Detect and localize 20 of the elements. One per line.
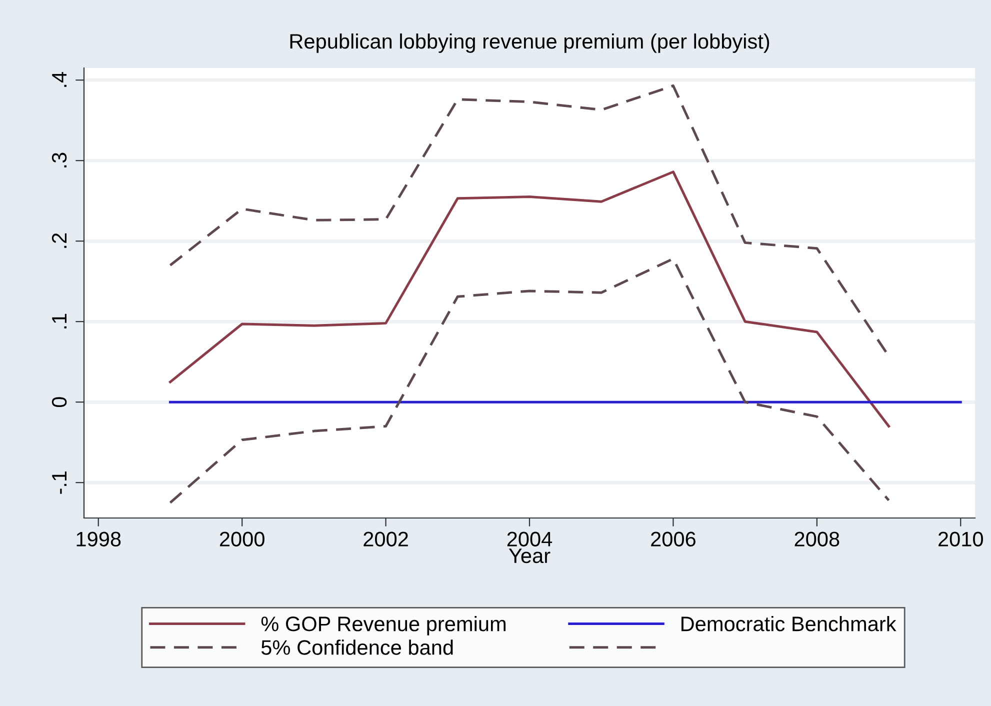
x-tick-label: 2006 bbox=[651, 532, 696, 546]
x-axis-title: Year bbox=[508, 548, 550, 564]
legend-label: Democratic Benchmark bbox=[682, 616, 896, 632]
line-series bbox=[168, 258, 890, 504]
legend-label: 5% Confidence band bbox=[261, 640, 453, 655]
x-tick-label: 2002 bbox=[364, 532, 408, 546]
legend-label: % GOP Revenue premium bbox=[261, 616, 506, 636]
x-tick-label: 2004 bbox=[507, 532, 552, 546]
x-tick-label: 2000 bbox=[220, 532, 264, 546]
line-series bbox=[168, 170, 890, 428]
x-tick-label: 1998 bbox=[76, 532, 121, 546]
y-tick-label: -.1 bbox=[52, 471, 66, 494]
y-tick-label: 0 bbox=[52, 397, 67, 408]
y-tick-label: .3 bbox=[52, 152, 67, 168]
y-tick-label: .4 bbox=[52, 72, 66, 87]
y-tick-label: .2 bbox=[52, 233, 66, 248]
y-tick-label: .1 bbox=[52, 314, 66, 328]
x-tick-label: 2010 bbox=[938, 532, 983, 546]
chart-title: Republican lobbying revenue premium (per lobbyist) bbox=[290, 33, 770, 53]
x-tick-label: 2008 bbox=[794, 532, 840, 546]
